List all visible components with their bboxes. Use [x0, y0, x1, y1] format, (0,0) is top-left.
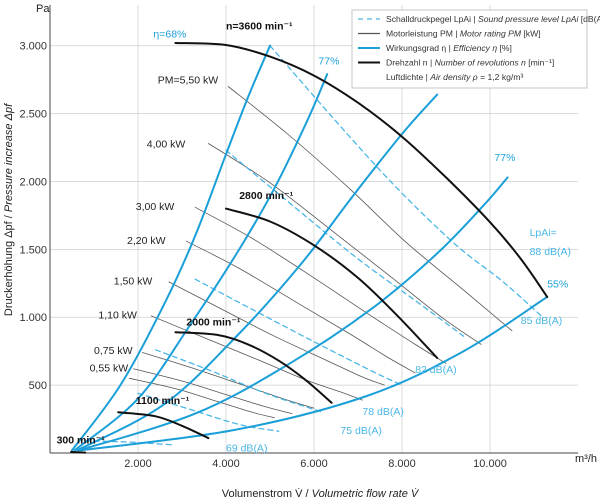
sound-curve — [225, 149, 465, 337]
y-tick-label: 1.000 — [19, 312, 47, 324]
sound-curve — [269, 45, 544, 318]
grid — [50, 5, 578, 453]
power-curve — [227, 86, 513, 332]
legend-box — [351, 9, 588, 89]
sound-curve — [137, 392, 280, 432]
legend-label-efficiency: Wirkungsgrad η | Efficiency η [%] — [386, 43, 512, 53]
power-label: 0,75 kW — [94, 345, 133, 357]
y-tick-label: 3.000 — [19, 41, 47, 53]
curve-labels: n=3600 min⁻¹ 2800 min⁻¹ 2000 min⁻¹ 1100 min… — [57, 20, 571, 454]
x-unit-label: m³/h — [575, 453, 597, 465]
sound-label: 85 dB(A) — [521, 315, 562, 327]
speed-curve — [225, 207, 439, 359]
efficiency-curve — [78, 176, 509, 452]
x-tick-label: 8.000 — [388, 458, 416, 470]
power-label: 1,50 kW — [114, 276, 153, 288]
efficiency-curve — [71, 44, 271, 452]
speed-curve — [117, 411, 210, 440]
power-label: 1,10 kW — [98, 310, 137, 322]
x-tick-label: 10.000 — [473, 458, 507, 470]
sound-curve — [154, 349, 324, 413]
sound-label: 88 dB(A) — [530, 246, 571, 258]
legend-label-none: Luftdichte | Air density ρ = 1,2 kg/m³ — [386, 72, 523, 82]
sound-label: 75 dB(A) — [340, 425, 381, 437]
legend-label-power: Motorleistung PM | Motor rating PM [kW] — [386, 29, 541, 39]
y-unit-label: Pa — [36, 3, 50, 15]
power-label: 0,55 kW — [90, 363, 129, 375]
speed-curve — [174, 331, 333, 404]
power-curve — [150, 315, 363, 401]
efficiency-label: 77% — [318, 56, 339, 68]
efficiency-curve — [73, 73, 329, 452]
efficiency-curve — [76, 93, 439, 452]
speed-label: 300 min⁻¹ — [57, 434, 106, 446]
sound-label: 78 dB(A) — [362, 406, 403, 418]
sound-curve — [194, 278, 403, 386]
power-label: PM=5,50 kW — [158, 75, 218, 87]
y-tick-label: 2.000 — [19, 176, 47, 188]
x-tick-label: 4.000 — [212, 458, 240, 470]
y-axis-title: Druckerhöhung Δpf / Pressure increase Δp… — [3, 103, 15, 316]
legend-label-sound: Schalldruckpegel LpAi | Sound pressure l… — [386, 14, 600, 24]
power-label: 2,20 kW — [127, 235, 166, 247]
power-curve — [142, 352, 315, 409]
speed-curve — [174, 42, 549, 298]
power-curve — [208, 143, 482, 345]
efficiency-label: η=68% — [153, 29, 186, 41]
series-lines — [70, 42, 549, 454]
power-curve — [194, 206, 447, 364]
power-label: 4,00 kW — [147, 139, 186, 151]
y-tick-label: 500 — [29, 380, 47, 392]
sound-label: 82 dB(A) — [415, 364, 456, 376]
efficiency-label: 77% — [494, 152, 515, 164]
speed-label: 2000 min⁻¹ — [186, 316, 240, 328]
efficiency-label: 55% — [547, 278, 568, 290]
power-curve — [128, 377, 275, 419]
axes — [49, 5, 578, 454]
sound-label: 69 dB(A) — [226, 443, 267, 455]
power-curve — [133, 368, 293, 414]
y-tick-label: 1.500 — [19, 244, 47, 256]
x-tick-labels: 2.000 4.000 6.000 8.000 10.000 — [124, 458, 507, 470]
speed-label: 2800 min⁻¹ — [239, 190, 293, 202]
power-label: 3,00 kW — [136, 201, 175, 213]
power-curve — [186, 240, 416, 374]
speed-curve — [70, 450, 87, 454]
efficiency-curve — [79, 295, 549, 452]
y-tick-labels: 500 1.000 1.500 2.000 2.500 3.000 — [19, 41, 47, 392]
y-tick-label: 2.500 — [19, 109, 47, 121]
power-curve — [168, 281, 385, 386]
legend: Schalldruckpegel LpAi | Sound pressure l… — [351, 9, 600, 89]
x-axis-title: Volumenstrom V̇ / Volumetric flow rate V… — [222, 487, 420, 500]
x-tick-label: 6.000 — [300, 458, 328, 470]
legend-label-speed: Drehzahl n | Number of revolutions n [mi… — [386, 58, 554, 68]
x-tick-label: 2.000 — [124, 458, 152, 470]
speed-label: 1100 min⁻¹ — [136, 395, 190, 407]
speed-label: n=3600 min⁻¹ — [226, 20, 293, 32]
sound-label: LpAi= — [530, 227, 557, 239]
